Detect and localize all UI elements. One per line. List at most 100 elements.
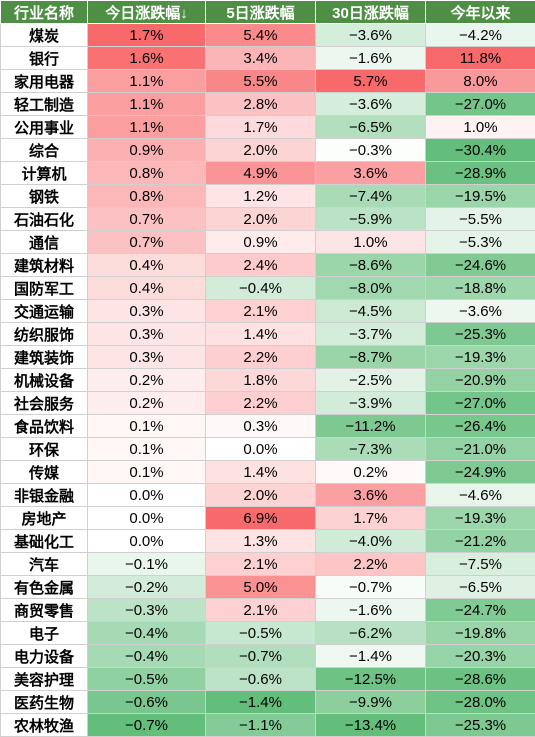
5day-change-cell: 5.4% [206,24,316,47]
today-change-cell: 0.3% [88,323,206,346]
today-change-cell: 0.4% [88,277,206,300]
30day-change-cell: 3.6% [316,484,426,507]
30day-change-cell: −5.9% [316,208,426,231]
industry-name-cell: 社会服务 [1,392,88,415]
5day-change-cell: −1.4% [206,691,316,714]
industry-name-cell: 通信 [1,231,88,254]
today-change-cell: 0.3% [88,300,206,323]
today-change-cell: 0.2% [88,392,206,415]
today-change-cell: 1.1% [88,70,206,93]
industry-name-cell: 电力设备 [1,645,88,668]
30day-change-cell: 5.7% [316,70,426,93]
ytd-change-cell: 1.0% [426,116,535,139]
ytd-change-cell: −27.0% [426,392,535,415]
industry-name-cell: 商贸零售 [1,599,88,622]
ytd-change-cell: −18.8% [426,277,535,300]
table-row: 医药生物−0.6%−1.4%−9.9%−28.0% [1,691,535,714]
ytd-change-cell: −19.3% [426,346,535,369]
today-change-cell: 0.1% [88,415,206,438]
header-industry-name[interactable]: 行业名称 [1,1,88,24]
industry-name-cell: 银行 [1,47,88,70]
30day-change-cell: −1.4% [316,645,426,668]
30day-change-cell: −9.9% [316,691,426,714]
ytd-change-cell: −24.7% [426,599,535,622]
ytd-change-cell: −5.3% [426,231,535,254]
industry-name-cell: 机械设备 [1,369,88,392]
table-row: 电子−0.4%−0.5%−6.2%−19.8% [1,622,535,645]
ytd-change-cell: −28.0% [426,691,535,714]
30day-change-cell: −8.6% [316,254,426,277]
ytd-change-cell: −27.0% [426,93,535,116]
today-change-cell: 0.0% [88,484,206,507]
ytd-change-cell: 8.0% [426,70,535,93]
header-today-change-sorted[interactable]: 今日涨跌幅↓ [88,1,206,24]
5day-change-cell: 0.0% [206,438,316,461]
30day-change-cell: 3.6% [316,162,426,185]
table-row: 农林牧渔−0.7%−1.1%−13.4%−25.3% [1,714,535,737]
30day-change-cell: −3.7% [316,323,426,346]
ytd-change-cell: −30.4% [426,139,535,162]
today-change-cell: 0.0% [88,507,206,530]
header-ytd-change[interactable]: 今年以来 [426,1,535,24]
today-change-cell: 1.1% [88,116,206,139]
5day-change-cell: 1.2% [206,185,316,208]
today-change-cell: −0.5% [88,668,206,691]
5day-change-cell: −0.5% [206,622,316,645]
5day-change-cell: −0.6% [206,668,316,691]
30day-change-cell: −1.6% [316,599,426,622]
industry-name-cell: 美容护理 [1,668,88,691]
ytd-change-cell: −24.6% [426,254,535,277]
industry-name-cell: 综合 [1,139,88,162]
5day-change-cell: 2.1% [206,553,316,576]
industry-name-cell: 汽车 [1,553,88,576]
today-change-cell: 0.1% [88,461,206,484]
table-row: 美容护理−0.5%−0.6%−12.5%−28.6% [1,668,535,691]
industry-name-cell: 家用电器 [1,70,88,93]
5day-change-cell: 2.8% [206,93,316,116]
5day-change-cell: 2.2% [206,392,316,415]
today-change-cell: −0.4% [88,622,206,645]
today-change-cell: 0.7% [88,208,206,231]
5day-change-cell: 1.4% [206,323,316,346]
industry-name-cell: 房地产 [1,507,88,530]
ytd-change-cell: −5.5% [426,208,535,231]
ytd-change-cell: −25.3% [426,323,535,346]
5day-change-cell: 1.4% [206,461,316,484]
30day-change-cell: 1.7% [316,507,426,530]
table-row: 商贸零售−0.3%2.1%−1.6%−24.7% [1,599,535,622]
30day-change-cell: −13.4% [316,714,426,737]
5day-change-cell: 1.7% [206,116,316,139]
ytd-change-cell: −4.2% [426,24,535,47]
30day-change-cell: −6.2% [316,622,426,645]
header-5day-change[interactable]: 5日涨跌幅 [206,1,316,24]
ytd-change-cell: −21.2% [426,530,535,553]
today-change-cell: 0.2% [88,369,206,392]
5day-change-cell: 5.5% [206,70,316,93]
today-change-cell: −0.1% [88,553,206,576]
today-change-cell: 0.4% [88,254,206,277]
5day-change-cell: 6.9% [206,507,316,530]
ytd-change-cell: −28.9% [426,162,535,185]
industry-name-cell: 钢铁 [1,185,88,208]
ytd-change-cell: −26.4% [426,415,535,438]
5day-change-cell: 2.0% [206,484,316,507]
ytd-change-cell: −21.0% [426,438,535,461]
header-30day-change[interactable]: 30日涨跌幅 [316,1,426,24]
5day-change-cell: 2.1% [206,300,316,323]
30day-change-cell: −7.3% [316,438,426,461]
ytd-change-cell: −20.3% [426,645,535,668]
ytd-change-cell: −19.3% [426,507,535,530]
